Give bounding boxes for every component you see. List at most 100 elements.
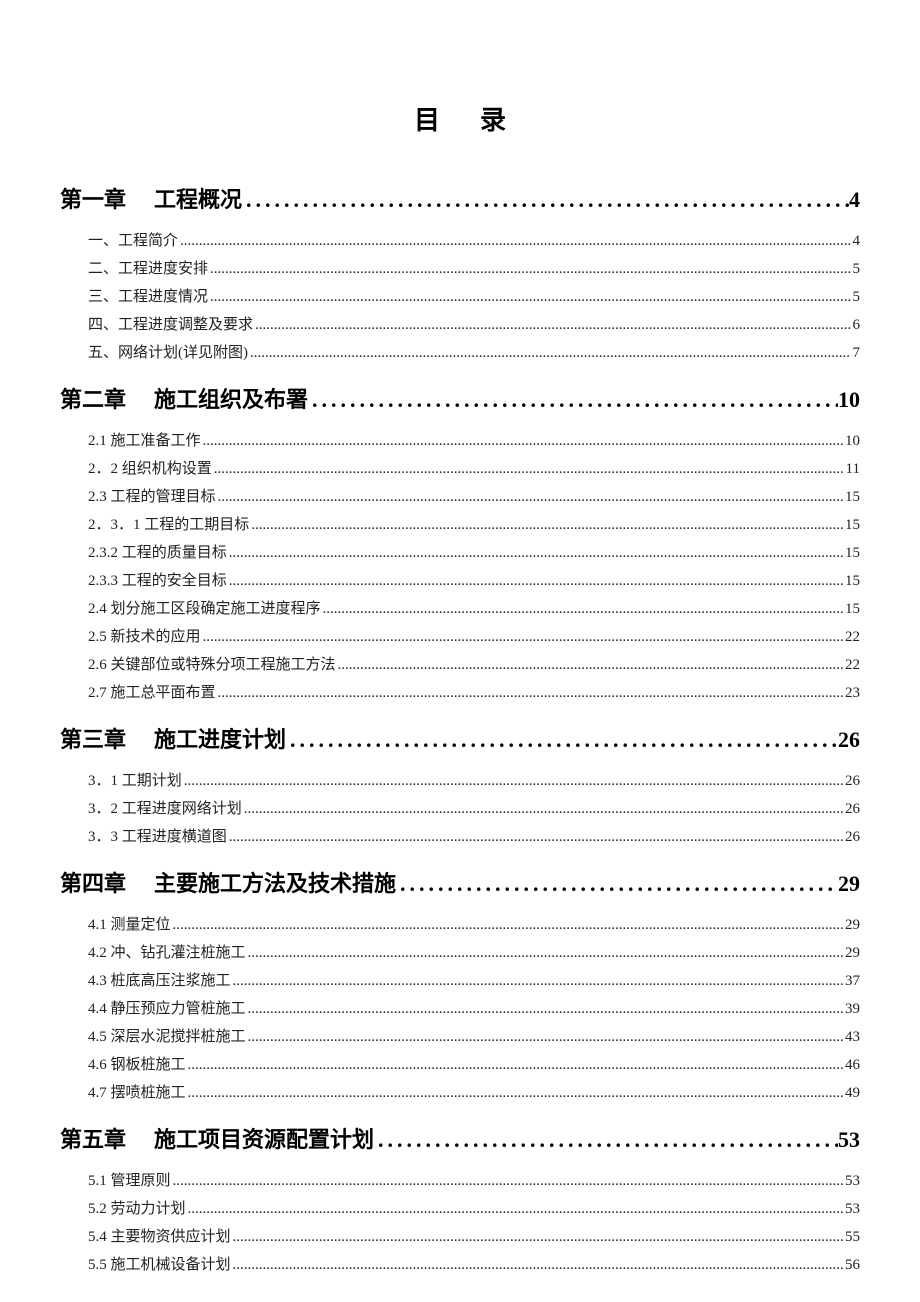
section-entry: 2.3 工程的管理目标.............................…: [88, 485, 860, 506]
section-label: 5.4 主要物资供应计划: [88, 1225, 231, 1246]
toc-title: 目录: [60, 100, 860, 137]
chapter-title: 主要施工方法及技术措施: [154, 866, 396, 898]
chapter-dots: ........................................…: [308, 387, 838, 413]
section-page: 22: [845, 629, 860, 646]
section-entry: 2.5 新技术的应用..............................…: [88, 625, 860, 646]
section-label: 2.3.2 工程的质量目标: [88, 541, 227, 562]
section-dots: ........................................…: [188, 1201, 843, 1218]
chapter-dots: ........................................…: [286, 727, 838, 753]
section-page: 29: [845, 917, 860, 934]
section-entry: 2.7 施工总平面布置.............................…: [88, 681, 860, 702]
chapter-page: 29: [838, 871, 860, 897]
section-page: 7: [853, 345, 861, 362]
section-label: 3．1 工期计划: [88, 769, 182, 790]
section-page: 39: [845, 1001, 860, 1018]
section-page: 15: [845, 489, 860, 506]
chapter-dots: ........................................…: [396, 871, 838, 897]
section-label: 2.3 工程的管理目标: [88, 485, 216, 506]
section-entry: 2.3.3 工程的安全目标...........................…: [88, 569, 860, 590]
section-entry: 四、工程进度调整及要求.............................…: [88, 313, 860, 334]
section-dots: ........................................…: [233, 1257, 843, 1274]
section-label: 4.5 深层水泥搅拌桩施工: [88, 1025, 246, 1046]
section-entry: 2.1 施工准备工作..............................…: [88, 429, 860, 450]
section-entry: 3．1 工期计划................................…: [88, 769, 860, 790]
section-label: 一、工程简介: [88, 229, 178, 250]
section-dots: ........................................…: [251, 517, 843, 534]
chapter-title: 施工项目资源配置计划: [154, 1122, 374, 1154]
section-label: 4.2 冲、钻孔灌注桩施工: [88, 941, 246, 962]
section-label: 2.5 新技术的应用: [88, 625, 201, 646]
section-entry: 4.7 摆喷桩施工...............................…: [88, 1081, 860, 1102]
section-dots: ........................................…: [214, 461, 844, 478]
section-entry: 一、工程简介..................................…: [88, 229, 860, 250]
section-dots: ........................................…: [203, 629, 843, 646]
chapter-entry: 第一章工程概况.................................…: [60, 182, 860, 214]
section-entry: 2.4 划分施工区段确定施工进度程序......................…: [88, 597, 860, 618]
section-label: 2.3.3 工程的安全目标: [88, 569, 227, 590]
chapter-page: 10: [838, 387, 860, 413]
section-entry: 2．2 组织机构设置..............................…: [88, 457, 860, 478]
chapter-label: 第二章: [60, 382, 126, 414]
section-entry: 4.4 静压预应力管桩施工...........................…: [88, 997, 860, 1018]
section-label: 4.6 钢板桩施工: [88, 1053, 186, 1074]
chapter-page: 4: [849, 187, 860, 213]
section-entry: 3．2 工程进度网络计划............................…: [88, 797, 860, 818]
section-label: 2．2 组织机构设置: [88, 457, 212, 478]
section-entry: 5.1 管理原则................................…: [88, 1169, 860, 1190]
section-page: 29: [845, 945, 860, 962]
section-dots: ........................................…: [255, 317, 850, 334]
section-page: 49: [845, 1085, 860, 1102]
section-label: 3．3 工程进度横道图: [88, 825, 227, 846]
section-label: 5.1 管理原则: [88, 1169, 171, 1190]
section-entry: 5.4 主要物资供应计划............................…: [88, 1225, 860, 1246]
section-dots: ........................................…: [229, 573, 843, 590]
chapter-label: 第三章: [60, 722, 126, 754]
section-label: 4.4 静压预应力管桩施工: [88, 997, 246, 1018]
section-page: 15: [845, 545, 860, 562]
section-entry: 4.6 钢板桩施工...............................…: [88, 1053, 860, 1074]
section-label: 4.7 摆喷桩施工: [88, 1081, 186, 1102]
section-label: 五、网络计划(详见附图): [88, 341, 248, 362]
section-dots: ........................................…: [210, 289, 850, 306]
section-page: 46: [845, 1057, 860, 1074]
section-entry: 2.6 关键部位或特殊分项工程施工方法.....................…: [88, 653, 860, 674]
section-label: 2．3．1 工程的工期目标: [88, 513, 249, 534]
chapter-entry: 第四章主要施工方法及技术措施..........................…: [60, 866, 860, 898]
section-page: 15: [845, 573, 860, 590]
section-entry: 五、网络计划(详见附图)............................…: [88, 341, 860, 362]
toc-container: 第一章工程概况.................................…: [60, 182, 860, 1274]
section-page: 56: [845, 1257, 860, 1274]
section-dots: ........................................…: [248, 1001, 843, 1018]
chapter-dots: ........................................…: [242, 187, 849, 213]
section-page: 26: [845, 829, 860, 846]
chapter-title: 施工进度计划: [154, 722, 286, 754]
section-entry: 4.2 冲、钻孔灌注桩施工...........................…: [88, 941, 860, 962]
section-label: 5.2 劳动力计划: [88, 1197, 186, 1218]
section-label: 2.1 施工准备工作: [88, 429, 201, 450]
chapter-label: 第四章: [60, 866, 126, 898]
section-dots: ........................................…: [323, 601, 843, 618]
section-label: 3．2 工程进度网络计划: [88, 797, 242, 818]
chapter-entry: 第五章施工项目资源配置计划...........................…: [60, 1122, 860, 1154]
section-entry: 4.5 深层水泥搅拌桩施工...........................…: [88, 1025, 860, 1046]
section-entry: 5.5 施工机械设备计划............................…: [88, 1253, 860, 1274]
section-entry: 3．3 工程进度横道图.............................…: [88, 825, 860, 846]
section-entry: 三、工程进度情况................................…: [88, 285, 860, 306]
section-label: 2.7 施工总平面布置: [88, 681, 216, 702]
section-label: 四、工程进度调整及要求: [88, 313, 253, 334]
section-dots: ........................................…: [338, 657, 843, 674]
section-entry: 4.1 测量定位................................…: [88, 913, 860, 934]
section-page: 4: [853, 233, 861, 250]
chapter-title: 施工组织及布署: [154, 382, 308, 414]
section-dots: ........................................…: [244, 801, 843, 818]
section-entry: 二、工程进度安排................................…: [88, 257, 860, 278]
section-dots: ........................................…: [218, 489, 843, 506]
section-page: 55: [845, 1229, 860, 1246]
section-page: 53: [845, 1173, 860, 1190]
section-entry: 5.2 劳动力计划...............................…: [88, 1197, 860, 1218]
section-label: 二、工程进度安排: [88, 257, 208, 278]
section-dots: ........................................…: [188, 1085, 843, 1102]
section-label: 4.3 桩底高压注浆施工: [88, 969, 231, 990]
section-page: 23: [845, 685, 860, 702]
section-dots: ........................................…: [210, 261, 850, 278]
